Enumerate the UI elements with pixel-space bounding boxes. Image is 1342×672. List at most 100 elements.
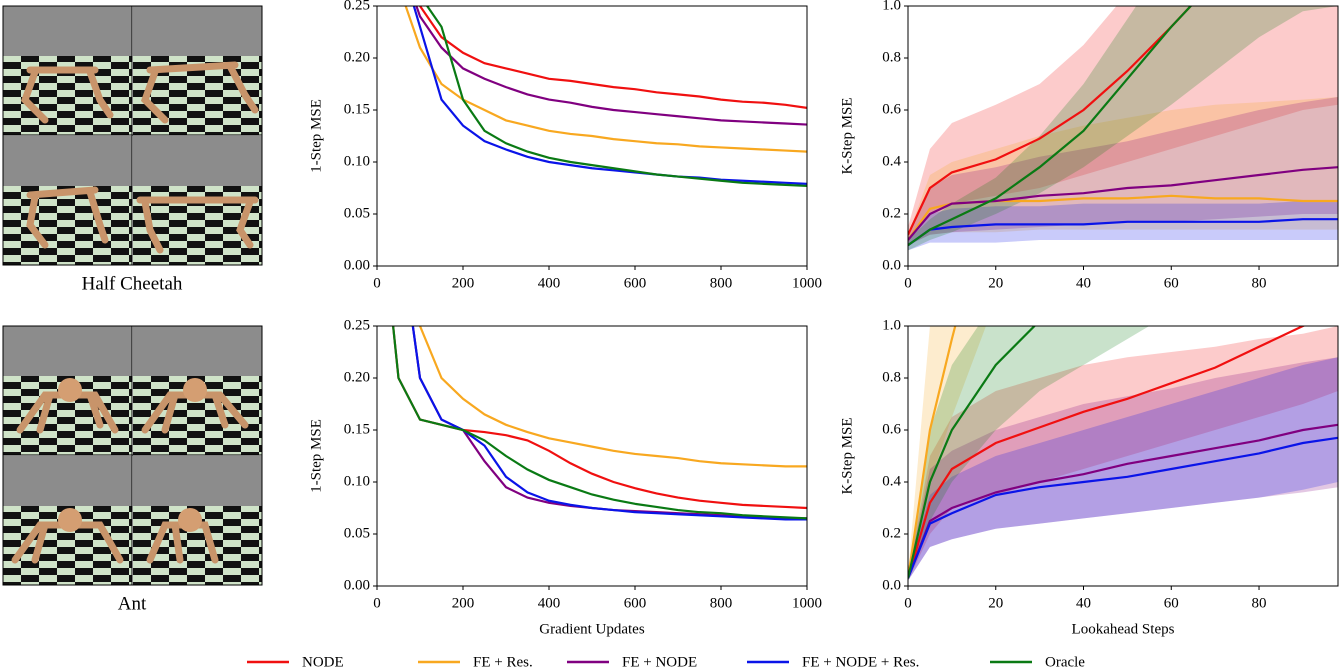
y-tick-label: 0.00 [344,257,370,273]
series-line [404,6,807,153]
legend-label: Oracle [1045,654,1085,670]
series-line [908,436,1338,579]
y-tick-label: 0.20 [344,369,370,385]
y-tick-label: 0.20 [344,49,370,65]
plot-area [908,326,1338,581]
x-tick-label: 400 [538,595,561,611]
legend-label: FE + NODE + Res. [802,654,919,670]
x-tick-label: 0 [373,275,381,291]
plot-area [392,326,807,521]
series-line [908,6,1193,236]
x-tick-label: 1000 [792,275,822,291]
y-tick-label: 0.4 [882,153,901,169]
series-line [418,326,807,468]
error-band [908,201,1338,251]
axes-frame [907,5,1339,267]
series-line [908,166,1338,241]
y-axis-label: K-Step MSE [839,97,855,174]
y-tick-label: 0.2 [882,205,901,221]
x-tick-label: 600 [624,275,647,291]
error-band [908,357,1338,581]
half-cheetah-image [2,5,263,266]
y-tick-label: 0.25 [344,0,370,13]
y-tick-label: 0.00 [344,577,370,593]
legend-label: FE + NODE [622,654,697,670]
x-tick-label: 80 [1252,275,1267,291]
series-line [425,6,807,188]
series-line [908,326,957,579]
row-label: Half Cheetah [82,273,183,294]
series-line [418,6,807,110]
x-tick-label: 200 [452,595,475,611]
error-band [908,97,1338,246]
series-line [411,326,807,520]
error-band [908,6,1338,240]
series-line [908,6,1193,247]
x-tick-label: 400 [538,275,561,291]
series-line [411,326,807,521]
error-band [908,357,1338,581]
series-line [415,6,807,126]
y-tick-label: 0.0 [882,257,901,273]
error-band [908,326,987,581]
series-line [908,326,1307,579]
y-axis-label: 1-Step MSE [308,419,324,493]
x-tick-label: 1000 [792,595,822,611]
axes-frame [376,5,808,267]
y-tick-label: 0.6 [882,101,901,117]
x-tick-label: 20 [988,275,1003,291]
series-line [908,423,1338,579]
x-tick-label: 80 [1252,595,1267,611]
x-tick-label: 0 [904,275,912,291]
y-tick-label: 0.0 [882,577,901,593]
x-axis-label: Lookahead Steps [1072,621,1175,637]
y-tick-label: 0.8 [882,369,901,385]
error-band [908,97,1338,246]
series-line [908,218,1338,247]
axes-frame [907,325,1339,587]
y-tick-label: 0.6 [882,421,901,437]
series-line [908,326,1037,579]
y-axis-label: 1-Step MSE [308,99,324,173]
y-tick-label: 0.4 [882,473,901,489]
plot-area [404,6,807,188]
series-line [392,326,807,510]
x-tick-label: 200 [452,275,475,291]
y-axis-label: K-Step MSE [839,417,855,494]
error-band [908,6,1338,251]
series-line [412,6,807,185]
x-tick-label: 800 [710,275,733,291]
y-tick-label: 0.2 [882,525,901,541]
x-tick-label: 600 [624,595,647,611]
y-tick-label: 0.10 [344,473,370,489]
y-tick-label: 1.0 [882,317,901,333]
x-tick-label: 60 [1164,595,1179,611]
y-tick-label: 0.8 [882,49,901,65]
error-band [908,326,1338,581]
row-label: Ant [118,593,147,614]
y-tick-label: 0.05 [344,205,370,221]
axes-frame [376,325,808,587]
x-tick-label: 0 [904,595,912,611]
y-tick-label: 1.0 [882,0,901,13]
x-tick-label: 20 [988,595,1003,611]
x-tick-label: 800 [710,595,733,611]
series-line [392,326,807,520]
x-tick-label: 40 [1076,275,1091,291]
legend-label: FE + Res. [473,654,533,670]
x-tick-label: 0 [373,595,381,611]
y-tick-label: 0.25 [344,317,370,333]
x-axis-label: Gradient Updates [539,621,645,637]
y-tick-label: 0.15 [344,101,370,117]
y-tick-label: 0.05 [344,525,370,541]
y-tick-label: 0.15 [344,421,370,437]
ant-image [2,325,263,586]
x-tick-label: 40 [1076,595,1091,611]
legend-label: NODE [302,654,344,670]
x-tick-label: 60 [1164,275,1179,291]
error-band [908,326,1150,581]
plot-area [908,6,1338,251]
y-tick-label: 0.10 [344,153,370,169]
